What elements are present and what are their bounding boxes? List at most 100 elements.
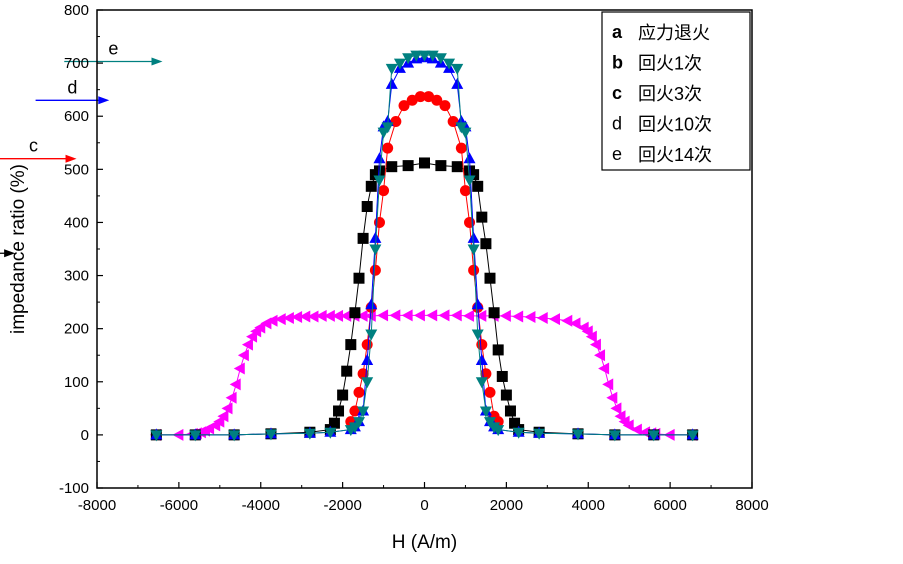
legend-entry-c: c 回火3次 — [612, 83, 702, 104]
x-axis-title: H (A/m) — [392, 532, 457, 553]
series-a-point — [581, 325, 593, 338]
series-b-point — [488, 307, 500, 319]
legend-key: d — [612, 114, 622, 134]
series-b-point — [345, 339, 357, 351]
series-a-point — [237, 349, 249, 362]
series-c-point — [447, 116, 459, 128]
series-e-point — [393, 58, 406, 70]
legend-entry-b: b 回火1次 — [612, 53, 702, 74]
series-d-point — [369, 231, 382, 243]
series-b-point — [337, 389, 349, 401]
series-b-point — [509, 417, 521, 429]
x-tick-label: 2000 — [490, 497, 523, 514]
series-e-point — [451, 63, 464, 75]
x-tick-label: 4000 — [572, 497, 605, 514]
series-b-point — [349, 307, 361, 319]
series-a-point — [630, 423, 642, 436]
series-c-point — [455, 142, 467, 154]
series-c-point — [382, 142, 394, 154]
series-e-point — [647, 430, 660, 442]
series-b-point — [480, 238, 492, 250]
series-e-point — [150, 430, 163, 442]
series-a-point — [594, 349, 606, 362]
series-b-point — [492, 344, 504, 356]
series-a-point — [549, 313, 560, 326]
series-e-point — [608, 430, 621, 442]
series-b-point — [484, 272, 496, 284]
series-c-point — [431, 94, 443, 106]
series-a-point — [499, 309, 511, 322]
series-d-point — [471, 298, 484, 310]
series-c-point — [484, 386, 496, 398]
series-a-point — [315, 309, 327, 322]
series-e-point — [418, 50, 431, 62]
annotation-layer: edcba — [0, 39, 163, 258]
annotation-d: d — [35, 77, 110, 105]
series-b-point — [451, 161, 463, 173]
series-a-point — [598, 362, 610, 375]
series-d-point — [385, 77, 398, 89]
series-b-point — [419, 157, 430, 169]
x-tick-label: -2000 — [323, 497, 361, 514]
annotation-e: e — [64, 39, 163, 66]
series-a-point — [438, 309, 450, 322]
series-a-point — [299, 310, 311, 323]
series-a-point — [614, 410, 626, 423]
series-a-point — [213, 415, 225, 428]
series-e-point — [402, 53, 415, 65]
series-b-point — [500, 389, 512, 401]
series-e-point — [385, 63, 398, 75]
x-tick-label: 6000 — [653, 497, 686, 514]
annotation-arrow-head — [151, 57, 163, 66]
series-a-point — [589, 338, 601, 351]
annotation-arrow-head — [98, 96, 110, 105]
y-tick-label: 100 — [64, 374, 89, 391]
annotation-label: e — [108, 39, 118, 59]
annotation-arrow-head — [65, 154, 77, 163]
series-c-point — [349, 405, 361, 417]
legend-label: 回火10次 — [638, 115, 712, 135]
series-a-point — [585, 330, 597, 343]
series-e-point — [365, 329, 378, 341]
series-a-point — [475, 309, 487, 322]
series-layer — [149, 50, 699, 442]
series-a-point — [221, 402, 233, 415]
series-e-point — [479, 406, 492, 418]
series-c-point — [468, 264, 480, 276]
series-a-point — [233, 362, 245, 375]
series-e-point — [357, 406, 370, 418]
series-c-point — [378, 185, 390, 197]
series-a-point — [622, 419, 634, 432]
series-e-point — [361, 377, 374, 389]
y-tick-label: 600 — [64, 108, 89, 125]
series-e-point — [467, 244, 480, 256]
legend-box — [601, 11, 751, 171]
series-e-point — [373, 175, 386, 187]
series-e-point — [492, 425, 505, 437]
y-tick-label: 200 — [64, 321, 89, 338]
series-c-point — [369, 264, 381, 276]
series-c-point — [459, 185, 471, 197]
series-b-point — [468, 169, 480, 181]
annotation-c: c — [0, 136, 77, 163]
series-d-point — [467, 231, 480, 243]
series-e-point — [369, 244, 382, 256]
series-b-point — [504, 405, 516, 417]
series-a-point — [389, 309, 401, 322]
series-b-point — [365, 180, 377, 192]
series-a-point — [332, 309, 344, 322]
y-tick-label: 0 — [81, 427, 89, 444]
series-a-point — [524, 310, 536, 323]
series-b-point — [353, 272, 365, 284]
series-e-point — [381, 122, 394, 134]
series-b-point — [386, 161, 398, 173]
series-a-point — [569, 317, 581, 330]
annotation-label: d — [67, 77, 77, 97]
series-a-point — [450, 309, 462, 322]
y-axis-title: impedance ratio (%) — [8, 164, 29, 334]
series-c-point — [423, 91, 435, 103]
series-a-point — [229, 378, 241, 391]
series-a-point — [426, 309, 438, 322]
legend-entry-e: e 回火14次 — [612, 144, 712, 165]
